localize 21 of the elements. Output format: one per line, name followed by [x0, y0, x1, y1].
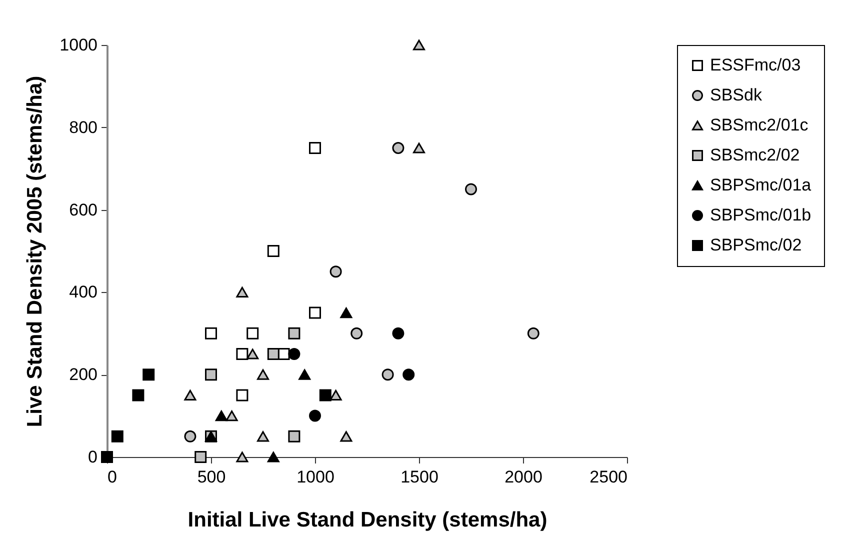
legend-label: SBPSmc/01b [710, 206, 812, 224]
legend-label: SBSmc2/01c [710, 116, 809, 134]
x-axis-title: Initial Live Stand Density (stems/ha) [188, 508, 548, 532]
x-tick-label: 1000 [296, 468, 334, 486]
legend-label: ESSFmc/03 [710, 56, 801, 74]
legend-label: SBSdk [710, 86, 762, 104]
y-tick-label: 1000 [60, 36, 98, 54]
y-tick-label: 200 [69, 365, 98, 384]
x-tick-label: 500 [197, 468, 226, 486]
y-tick-label: 0 [88, 448, 98, 466]
x-tick-label: 2000 [504, 468, 542, 486]
legend-label: SBPSmc/01a [710, 176, 812, 194]
legend-label: SBPSmc/02 [710, 236, 802, 254]
legend-label: SBSmc2/02 [710, 146, 800, 164]
y-tick-label: 600 [69, 200, 98, 220]
y-axis-title: Live Stand Density 2005 (stems/ha) [24, 76, 47, 428]
y-tick-label: 800 [69, 118, 98, 137]
x-tick-label: 1500 [400, 468, 438, 486]
x-tick-label: 2500 [590, 468, 628, 486]
y-tick-label: 400 [69, 282, 98, 302]
x-tick-label: 0 [108, 468, 117, 486]
